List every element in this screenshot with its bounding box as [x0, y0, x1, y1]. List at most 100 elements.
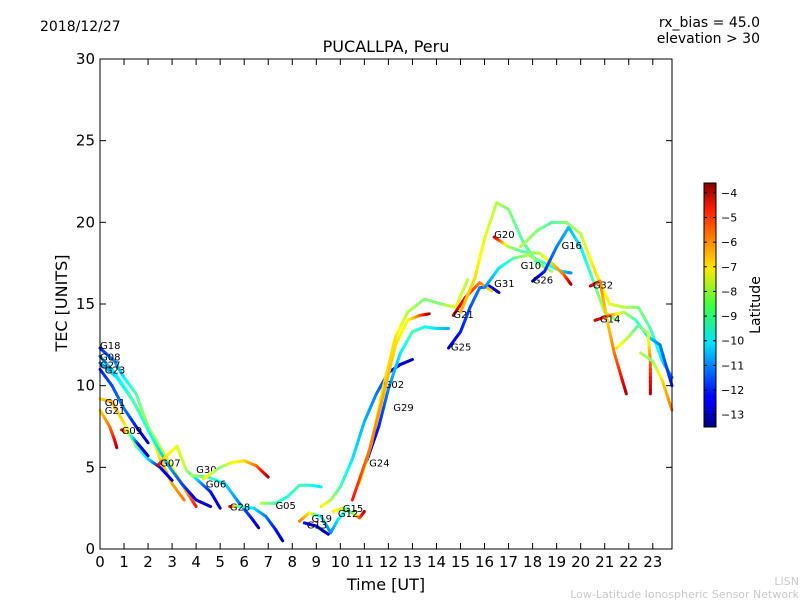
- track-segment: [568, 281, 573, 286]
- colorbar-tick-label: −12: [721, 384, 744, 397]
- sat-label: G10: [521, 261, 541, 272]
- track-segment: [464, 278, 470, 285]
- sat-label: G12: [338, 509, 358, 520]
- sat-track-unlabeled-28: [615, 323, 652, 396]
- x-tick-label: 7: [263, 553, 273, 571]
- sat-track-G14: [593, 310, 674, 388]
- x-tick-label: 11: [355, 553, 374, 571]
- x-tick-label: 3: [167, 553, 177, 571]
- sat-label: G24: [369, 458, 389, 469]
- track-segment: [145, 439, 150, 445]
- track-segment: [181, 496, 186, 502]
- sat-track-G29: [350, 312, 431, 502]
- x-tick-label: 10: [331, 553, 350, 571]
- track-segment: [362, 509, 366, 514]
- x-tick-label: 9: [312, 553, 322, 571]
- sat-label: G07: [160, 458, 180, 469]
- sat-track-G32: [588, 279, 628, 396]
- track-segment: [217, 504, 222, 510]
- track-segment: [265, 474, 270, 479]
- colorbar: −13 −12 −11 −10 −9 −8 −7 −6 −5 −4: [703, 182, 744, 428]
- sat-track-G28: [228, 505, 285, 543]
- watermark-line1: LISN: [774, 575, 799, 588]
- sat-label: G30: [196, 465, 216, 476]
- sat-label: G25: [451, 342, 471, 353]
- sat-track-G21: [98, 408, 119, 450]
- sat-track-unlabeled-29: [639, 351, 674, 412]
- colorbar-tick-label: −4: [721, 187, 737, 200]
- y-tick-label: 30: [76, 50, 95, 68]
- x-tick-label: 17: [499, 553, 518, 571]
- elevation-label: elevation > 30: [657, 31, 760, 47]
- x-tick-label: 1: [119, 553, 129, 571]
- x-tick-label: 16: [475, 553, 494, 571]
- colorbar-tick-label: −10: [721, 335, 744, 348]
- sat-track-G23: [98, 367, 150, 445]
- sat-label: G05: [275, 501, 295, 512]
- track-segment: [548, 268, 554, 273]
- sat-track-G27: [98, 361, 213, 509]
- x-tick-label: 23: [643, 553, 662, 571]
- x-tick-label: 14: [427, 553, 446, 571]
- x-tick-label: 21: [595, 553, 614, 571]
- x-tick-label: 15: [451, 553, 470, 571]
- x-tick-label: 2: [143, 553, 153, 571]
- x-tick-label: 18: [523, 553, 542, 571]
- sat-label: G02: [384, 380, 404, 391]
- sat-label: G32: [593, 280, 613, 291]
- watermark-line2: Low-Latitude Ionospheric Sensor Network: [570, 588, 799, 600]
- track-segment: [280, 537, 285, 543]
- colorbar-tick-label: −11: [721, 359, 744, 372]
- sat-label: G19: [311, 514, 331, 525]
- colorbar-tick-label: −9: [721, 310, 737, 323]
- y-tick-label: 20: [76, 213, 95, 231]
- y-axis-label: TEC [UNITS]: [52, 255, 71, 353]
- sat-label: G15: [343, 504, 363, 515]
- sat-label: G28: [230, 503, 250, 514]
- track-segment: [256, 525, 261, 530]
- y-tick-label: 25: [76, 132, 95, 150]
- track-segment: [409, 358, 414, 362]
- x-tick-label: 12: [379, 553, 398, 571]
- y-tick-label: 15: [76, 295, 95, 313]
- sat-track-G09: [120, 428, 150, 458]
- chart-title: PUCALLPA, Peru: [323, 37, 450, 56]
- sat-track-G10: [492, 235, 573, 286]
- sat-track-G25: [446, 284, 501, 350]
- colorbar-gradient: [703, 182, 717, 428]
- x-tick-label: 5: [215, 553, 225, 571]
- sat-label: G21: [453, 310, 473, 321]
- sat-label: G14: [600, 315, 620, 326]
- x-tick-label: 19: [547, 553, 566, 571]
- sat-label: G21: [105, 406, 125, 417]
- y-tick-label: 0: [85, 540, 95, 558]
- y-tick-label: 5: [85, 458, 95, 476]
- sat-track-G05: [259, 483, 323, 505]
- sat-label: G01: [105, 398, 125, 409]
- x-tick-label: 4: [191, 553, 201, 571]
- sat-track-G26: [531, 225, 619, 322]
- track-segment: [488, 288, 494, 293]
- date-label: 2018/12/27: [40, 19, 121, 35]
- track-segment: [624, 390, 628, 396]
- track-segment: [496, 290, 501, 295]
- x-tick-label: 22: [619, 553, 638, 571]
- colorbar-tick-label: −13: [721, 409, 744, 422]
- colorbar-label: Latitude: [748, 276, 764, 334]
- y-tick-label: 10: [76, 377, 95, 395]
- sat-track-G15: [319, 358, 414, 509]
- x-tick-label: 0: [95, 553, 105, 571]
- sat-label: G16: [561, 241, 581, 252]
- sat-label: G26: [533, 276, 553, 287]
- sat-label: G18: [100, 341, 120, 352]
- sat-track-G12: [331, 506, 366, 520]
- sat-label: G31: [494, 279, 514, 290]
- sat-label: G08: [100, 352, 120, 363]
- rx-bias-label: rx_bias = 45.0: [659, 15, 760, 31]
- colorbar-tick-label: −7: [721, 261, 737, 274]
- track-segment: [169, 477, 174, 482]
- x-tick-label: 13: [403, 553, 422, 571]
- sat-label: G09: [122, 426, 142, 437]
